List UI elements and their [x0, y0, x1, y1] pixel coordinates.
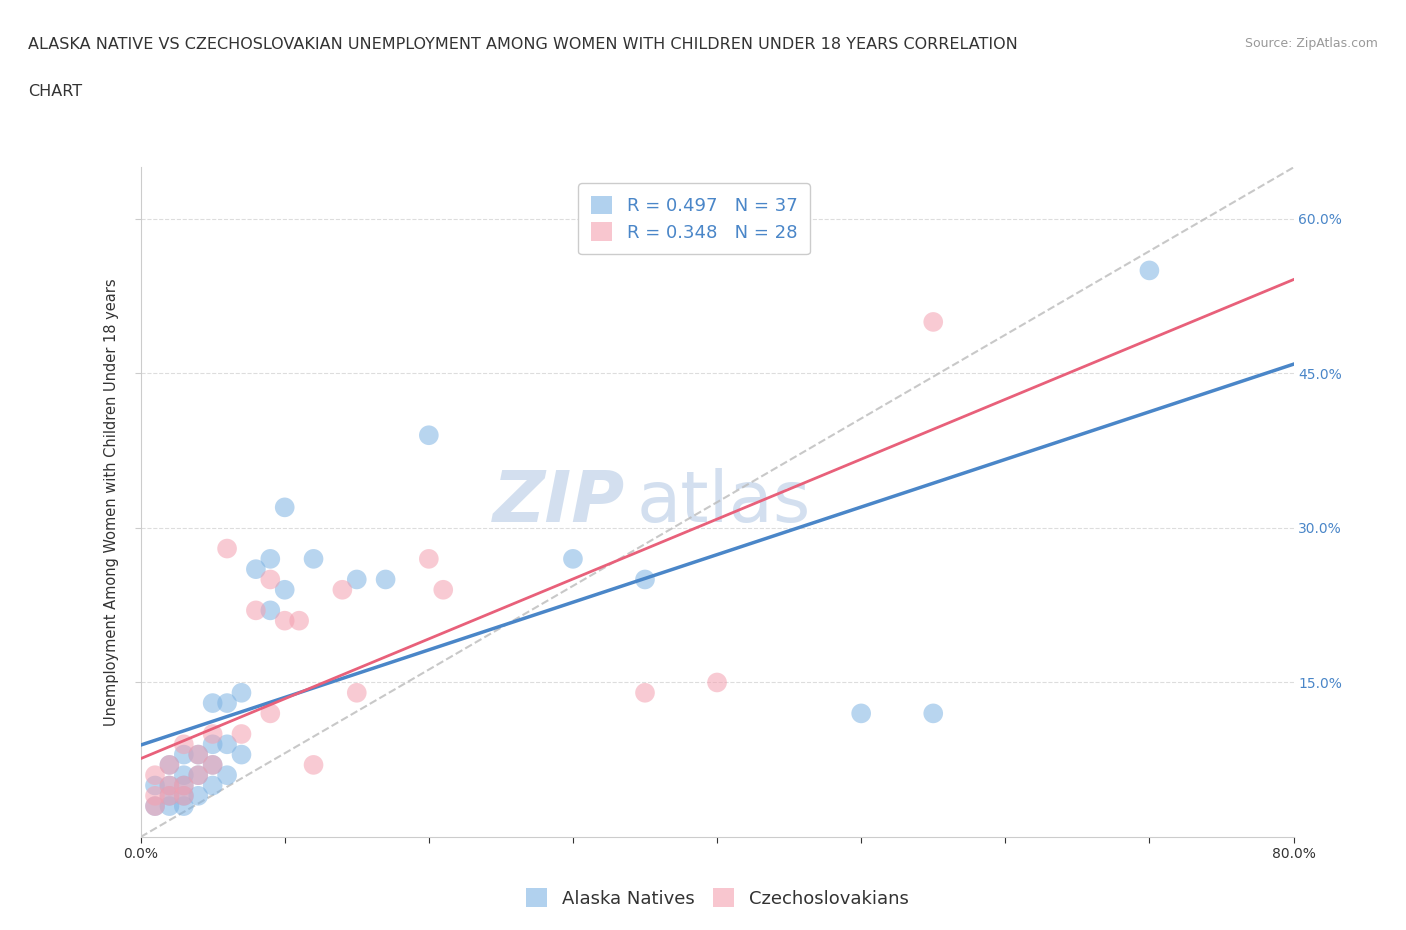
Point: [849, 706, 872, 721]
Point: [173, 799, 195, 814]
Text: Source: ZipAtlas.com: Source: ZipAtlas.com: [1244, 37, 1378, 50]
Point: [143, 789, 166, 804]
Point: [173, 789, 195, 804]
Point: [418, 428, 440, 443]
Point: [922, 314, 945, 329]
Point: [274, 613, 297, 628]
Point: [922, 706, 945, 721]
Point: [274, 582, 297, 597]
Point: [259, 603, 281, 618]
Point: [201, 737, 224, 751]
Point: [706, 675, 728, 690]
Point: [217, 696, 239, 711]
Point: [187, 747, 209, 762]
Point: [187, 789, 209, 804]
Point: [143, 799, 166, 814]
Text: ALASKA NATIVE VS CZECHOSLOVAKIAN UNEMPLOYMENT AMONG WOMEN WITH CHILDREN UNDER 18: ALASKA NATIVE VS CZECHOSLOVAKIAN UNEMPLO…: [28, 37, 1018, 52]
Point: [231, 726, 253, 741]
Point: [217, 737, 239, 751]
Point: [201, 757, 224, 772]
Point: [159, 789, 180, 804]
Point: [173, 768, 195, 783]
Point: [259, 572, 281, 587]
Point: [143, 768, 166, 783]
Point: [143, 778, 166, 793]
Point: [231, 685, 253, 700]
Point: [159, 757, 180, 772]
Point: [187, 747, 209, 762]
Point: [173, 778, 195, 793]
Point: [332, 582, 354, 597]
Point: [187, 768, 209, 783]
Point: [201, 696, 224, 711]
Point: [259, 706, 281, 721]
Point: [562, 551, 585, 566]
Text: atlas: atlas: [637, 468, 811, 537]
Point: [159, 778, 180, 793]
Point: [302, 757, 325, 772]
Point: [231, 747, 253, 762]
Point: [173, 737, 195, 751]
Point: [173, 778, 195, 793]
Point: [159, 778, 180, 793]
Text: ZIP: ZIP: [492, 468, 624, 537]
Point: [201, 757, 224, 772]
Point: [159, 757, 180, 772]
Point: [187, 768, 209, 783]
Point: [418, 551, 440, 566]
Point: [201, 778, 224, 793]
Point: [346, 572, 368, 587]
Point: [1139, 263, 1161, 278]
Point: [259, 551, 281, 566]
Point: [173, 747, 195, 762]
Point: [374, 572, 396, 587]
Point: [634, 685, 657, 700]
Point: [217, 768, 239, 783]
Point: [634, 572, 657, 587]
Point: [346, 685, 368, 700]
Point: [173, 789, 195, 804]
Point: [432, 582, 454, 597]
Point: [159, 799, 180, 814]
Point: [245, 562, 267, 577]
Point: [302, 551, 325, 566]
Point: [217, 541, 239, 556]
Point: [288, 613, 311, 628]
Point: [143, 799, 166, 814]
Text: CHART: CHART: [28, 84, 82, 99]
Y-axis label: Unemployment Among Women with Children Under 18 years: Unemployment Among Women with Children U…: [104, 278, 120, 726]
Point: [201, 726, 224, 741]
Legend: Alaska Natives, Czechoslovakians: Alaska Natives, Czechoslovakians: [519, 882, 915, 915]
Point: [274, 500, 297, 515]
Point: [245, 603, 267, 618]
Point: [159, 789, 180, 804]
